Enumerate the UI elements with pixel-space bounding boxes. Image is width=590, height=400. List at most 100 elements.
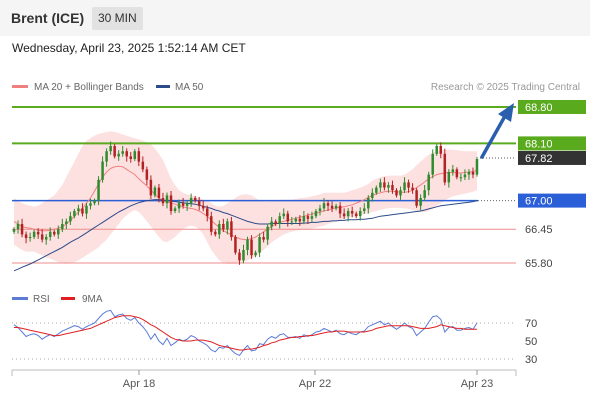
candle-body: [20, 224, 24, 235]
candle-body: [48, 231, 52, 237]
instrument-title: Brent (ICE): [11, 10, 85, 26]
candle-body: [113, 146, 116, 157]
candle-body: [234, 237, 237, 253]
candle-body: [210, 216, 213, 232]
level-label-box: [518, 150, 586, 165]
candle-body: [471, 172, 475, 175]
candle-body: [105, 151, 108, 162]
candle-body: [125, 151, 128, 157]
candle-body: [379, 182, 382, 188]
candle-body: [266, 226, 269, 240]
level-label-pivot: 67.00: [525, 196, 553, 208]
candle-body: [230, 221, 233, 237]
candle-body: [322, 203, 326, 209]
candle-body: [403, 182, 406, 191]
candle-body: [61, 224, 64, 230]
rsi-ma-line: [14, 315, 477, 351]
candle-body: [346, 211, 350, 217]
candle-body: [165, 195, 169, 204]
candle-body: [193, 198, 197, 201]
x-tick-label: Apr 23: [461, 378, 493, 390]
candle-body: [40, 234, 44, 240]
bollinger-band: [14, 131, 477, 264]
candle-body: [28, 237, 32, 239]
candle-body: [137, 151, 141, 162]
candle-body: [250, 239, 253, 256]
candle-body: [206, 208, 209, 217]
candle-body: [258, 237, 261, 253]
candle-body: [274, 221, 277, 224]
candle-body: [133, 151, 137, 159]
candle-body: [246, 239, 249, 250]
level-label-box: [518, 136, 586, 151]
candle-body: [278, 216, 281, 224]
candle-body: [109, 146, 112, 152]
candle-body: [354, 213, 358, 217]
candle-body: [334, 205, 338, 209]
candle-body: [173, 208, 177, 211]
candle-body: [181, 203, 185, 206]
candle-body: [117, 153, 120, 157]
candle-body: [326, 203, 330, 206]
candle-body: [330, 205, 334, 209]
rsi-tick-label: 30: [525, 354, 537, 366]
candle-body: [12, 229, 16, 232]
candle-body: [97, 179, 100, 201]
candle-body: [77, 208, 80, 211]
candle-body: [310, 216, 314, 219]
rsi-line: [13, 309, 478, 357]
candle-body: [290, 221, 294, 223]
x-tick-label: Apr 22: [299, 378, 331, 390]
candle-body: [93, 200, 96, 204]
candle-body: [447, 172, 451, 183]
candle-body: [459, 177, 463, 179]
candle-body: [16, 224, 20, 230]
candle-body: [350, 211, 354, 214]
legend-swatch-ma20: [12, 85, 28, 88]
candle-body: [218, 224, 221, 235]
candle-body: [358, 211, 362, 217]
candle-body: [423, 190, 426, 198]
candle-body: [375, 187, 378, 193]
candle-body: [399, 190, 402, 196]
candle-body: [65, 221, 68, 224]
candle-body: [435, 146, 438, 154]
legend-rsi-ma: 9MA: [82, 294, 103, 305]
chart-datetime: Wednesday, April 23, 2025 1:52:14 AM CET: [12, 41, 246, 55]
level-label-resistance: 68.80: [525, 102, 553, 114]
legend-ma50: MA 50: [175, 82, 204, 93]
candle-body: [157, 187, 161, 198]
candle-body: [391, 185, 394, 191]
candle-body: [141, 161, 145, 170]
level-label-price: 67.82: [525, 153, 553, 165]
candle-body: [314, 211, 318, 217]
candle-body: [443, 153, 447, 183]
candle-body: [201, 205, 205, 209]
candle-body: [371, 192, 374, 198]
candle-body: [318, 208, 322, 211]
candle-body: [69, 216, 72, 222]
timeframe-badge[interactable]: 30 MIN: [92, 7, 143, 30]
candle-body: [145, 169, 149, 180]
candle-body: [153, 187, 157, 196]
candle-body: [282, 213, 285, 217]
candle-body: [302, 216, 306, 222]
level-label-box: [518, 100, 586, 114]
candle-body: [185, 203, 189, 206]
candle-body: [395, 190, 398, 196]
candle-body: [121, 151, 124, 154]
x-tick-label: Apr 18: [123, 378, 155, 390]
candle-body: [254, 252, 257, 256]
level-label-box: [518, 193, 586, 208]
candle-body: [439, 146, 443, 154]
candle-body: [53, 231, 56, 235]
candle-body: [197, 200, 201, 206]
candle-body: [431, 153, 434, 175]
candle-body: [427, 174, 430, 191]
candle-body: [342, 213, 346, 217]
candle-body: [298, 218, 302, 222]
legend-ma20: MA 20 + Bollinger Bands: [34, 82, 144, 93]
candle-body: [169, 195, 173, 211]
legend-swatch-rsi-ma: [61, 297, 75, 300]
candle-body: [24, 234, 28, 239]
